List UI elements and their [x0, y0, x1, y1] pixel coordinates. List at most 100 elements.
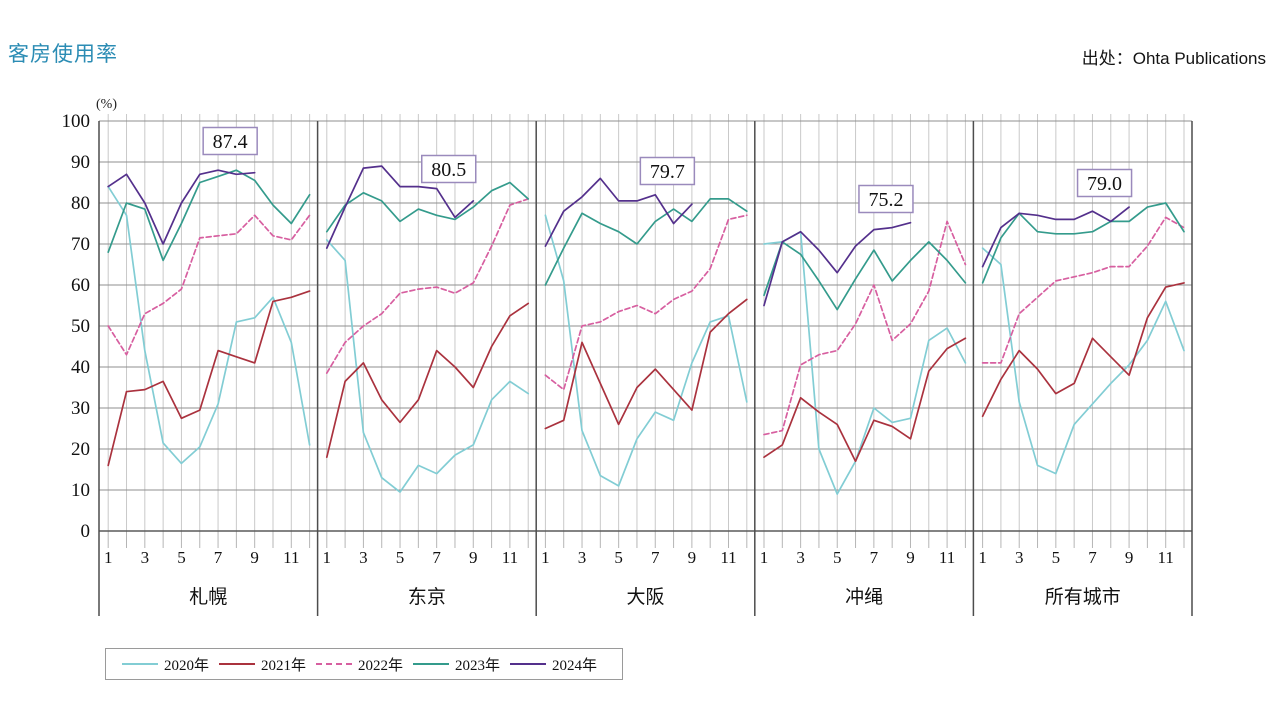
month-label: 11 — [720, 548, 736, 567]
panel-冲绳 — [763, 220, 967, 495]
city-label: 所有城市 — [1045, 586, 1121, 608]
source-credit: 出处：Ohta Publications — [1081, 49, 1266, 68]
annotation-box — [1076, 168, 1133, 198]
city-label: 东京 — [408, 586, 446, 608]
month-label: 1 — [541, 548, 550, 567]
annotation-box — [858, 184, 914, 214]
series-line-2023年 — [107, 169, 311, 262]
series-line-2024年 — [763, 221, 912, 307]
month-label: 9 — [1125, 548, 1134, 567]
legend-item-2022年: 2022年 — [316, 654, 413, 675]
city-label: 大阪 — [626, 586, 664, 608]
y-tick-label: 90 — [71, 152, 90, 173]
month-label: 7 — [214, 548, 223, 567]
series-line-2021年 — [544, 298, 748, 430]
month-label: 7 — [432, 548, 441, 567]
annotation-value: 79.0 — [1087, 173, 1122, 195]
city-label: 冲绳 — [845, 586, 883, 608]
month-label: 9 — [250, 548, 259, 567]
month-label: 1 — [978, 548, 987, 567]
month-label: 5 — [1052, 548, 1061, 567]
series-line-2020年 — [325, 239, 530, 493]
annotation-冲绳: 75.2 — [858, 184, 914, 214]
month-label: 11 — [502, 548, 518, 567]
month-label: 1 — [760, 548, 769, 567]
month-label: 3 — [1015, 548, 1024, 567]
series-line-2024年 — [325, 165, 475, 249]
month-label: 11 — [1158, 548, 1174, 567]
month-label: 1 — [323, 548, 332, 567]
y-tick-label: 10 — [71, 480, 90, 501]
annotation-box — [202, 126, 258, 156]
panel-大阪 — [544, 177, 748, 487]
month-gridlines — [107, 114, 1185, 548]
y-tick-label: 0 — [81, 521, 91, 542]
series-line-2024年 — [544, 177, 693, 247]
chart-legend: 2020年 2021年 2022年 2023年 2024年 — [105, 648, 623, 680]
legend-line-swatch — [510, 663, 546, 665]
series-line-2023年 — [325, 181, 530, 233]
series-line-2023年 — [981, 202, 1185, 284]
panel-所有城市 — [981, 202, 1185, 475]
series-line-2023年 — [544, 198, 748, 286]
series-line-2022年 — [981, 216, 1185, 364]
series-line-2021年 — [325, 302, 530, 459]
legend-label: 2022年 — [358, 657, 404, 674]
month-label: 7 — [870, 548, 879, 567]
month-label: 9 — [469, 548, 478, 567]
y-axis-unit-label: (%) — [96, 97, 117, 112]
series-line-2021年 — [981, 282, 1185, 418]
series-line-2024年 — [981, 206, 1130, 268]
legend-item-2020年: 2020年 — [122, 654, 219, 675]
series-line-2022年 — [325, 198, 530, 374]
y-tick-label: 80 — [71, 193, 90, 214]
month-label: 5 — [833, 548, 842, 567]
y-tick-label: 70 — [71, 234, 90, 255]
series-line-2021年 — [107, 290, 311, 467]
panel-frame — [98, 121, 1193, 616]
month-label: 11 — [283, 548, 299, 567]
month-label: 7 — [1088, 548, 1097, 567]
panel-札幌 — [107, 169, 311, 467]
y-tick-label: 40 — [71, 357, 90, 378]
annotation-box — [421, 154, 477, 184]
annotation-box — [639, 156, 696, 186]
month-label: 9 — [688, 548, 697, 567]
city-label: 札幌 — [189, 586, 227, 608]
x-axis-labels: 1 3 5 7 9 11 札幌 1 3 5 7 9 11 东京 1 3 5 7 9 11 大阪 1 3 5 7 9 11 冲绳 1 3 5 7… — [104, 548, 1174, 608]
legend-item-2023年: 2023年 — [413, 654, 510, 675]
series-line-2020年 — [107, 185, 311, 465]
legend-line-swatch — [219, 663, 255, 665]
series-line-2024年 — [107, 169, 256, 245]
annotation-所有城市: 79.0 — [1076, 168, 1133, 198]
legend-line-swatch — [316, 663, 352, 665]
month-label: 11 — [939, 548, 955, 567]
series-line-2021年 — [763, 337, 967, 463]
month-label: 3 — [578, 548, 587, 567]
page-title: 客房使用率 — [8, 43, 118, 66]
month-label: 5 — [177, 548, 186, 567]
series-line-2022年 — [107, 214, 311, 356]
month-label: 9 — [906, 548, 915, 567]
legend-label: 2023年 — [455, 657, 501, 674]
month-label: 5 — [396, 548, 405, 567]
legend-label: 2024年 — [552, 657, 598, 674]
month-label: 1 — [104, 548, 113, 567]
y-tick-label: 30 — [71, 398, 90, 419]
annotation-札幌: 87.4 — [202, 126, 258, 156]
series-line-2022年 — [763, 220, 967, 436]
legend-line-swatch — [122, 663, 158, 665]
series-line-2020年 — [981, 247, 1185, 475]
panel-东京 — [325, 165, 530, 493]
month-label: 3 — [359, 548, 368, 567]
series-line-2022年 — [544, 214, 748, 391]
y-tick-label: 60 — [71, 275, 90, 296]
annotation-value: 87.4 — [213, 131, 248, 153]
month-label: 7 — [651, 548, 660, 567]
annotation-value: 80.5 — [431, 159, 466, 181]
legend-item-2024年: 2024年 — [510, 654, 607, 675]
legend-item-2021年: 2021年 — [219, 654, 316, 675]
annotation-value: 79.7 — [650, 161, 685, 183]
